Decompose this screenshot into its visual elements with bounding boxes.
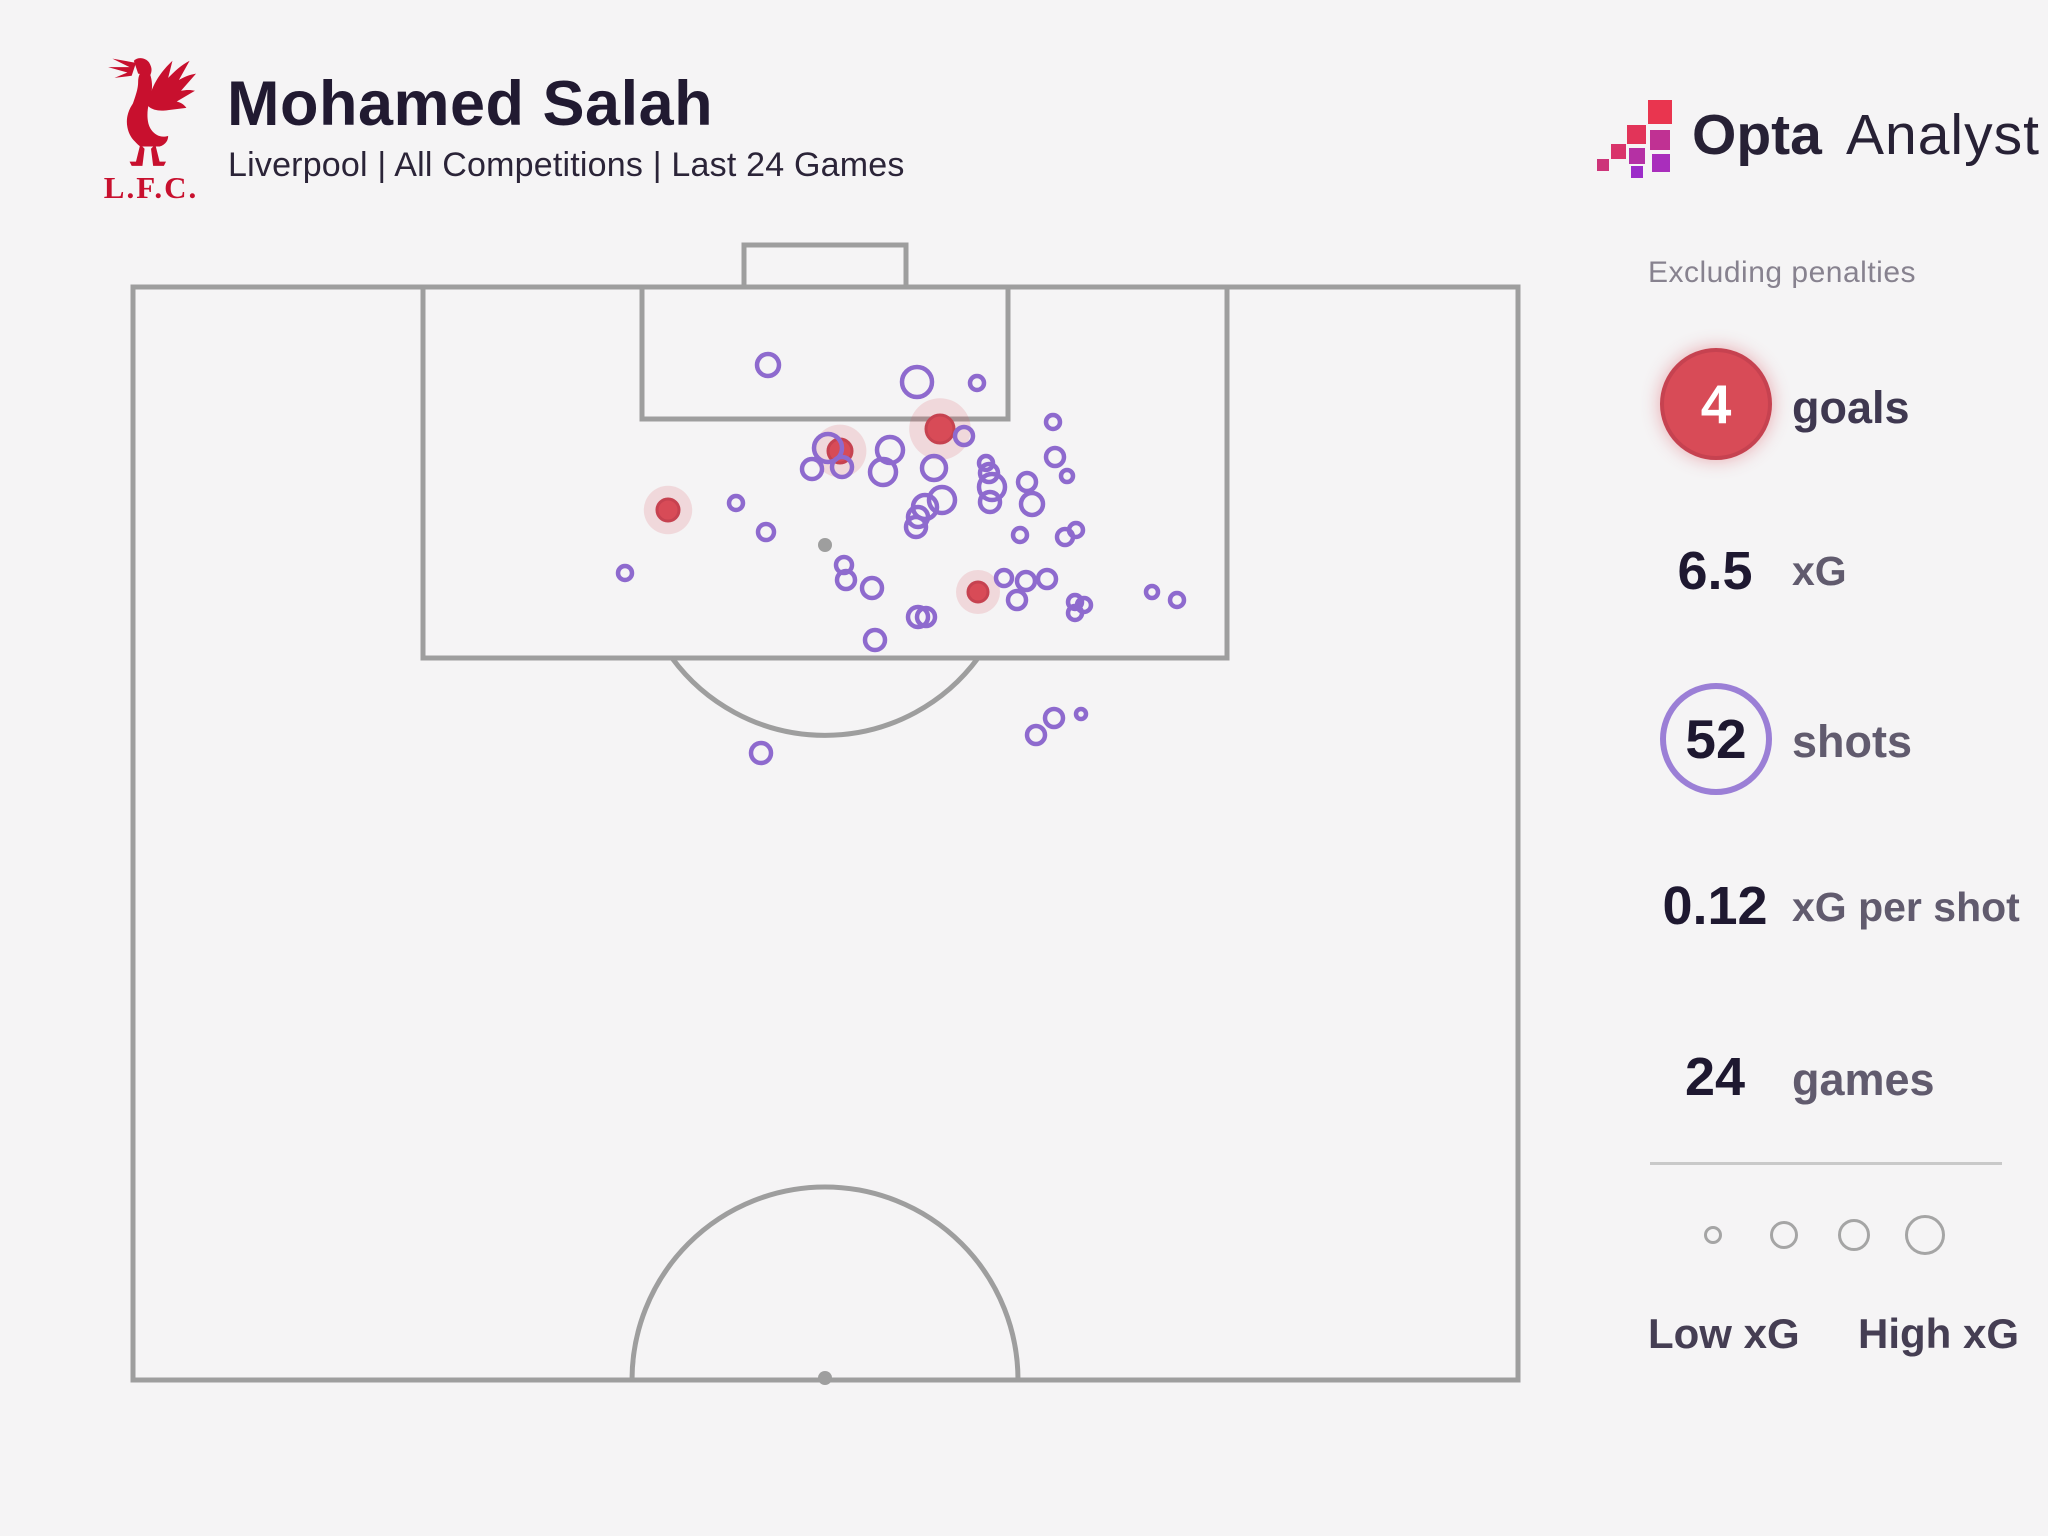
legend-size-circle-2 xyxy=(1770,1221,1798,1249)
shot-marker xyxy=(1143,583,1161,601)
legend-size-circle-4 xyxy=(1905,1215,1945,1255)
legend-high-xg-label: High xG xyxy=(1858,1310,2020,1357)
legend-low-xg-label: Low xG xyxy=(1648,1310,1800,1357)
shots-badge: 52 xyxy=(1660,683,1772,795)
liver-bird-icon xyxy=(108,58,197,166)
shot-marker xyxy=(914,605,938,629)
shot-marker xyxy=(1058,467,1076,485)
opta-analyst-logo: Opta Analyst xyxy=(1592,94,2039,178)
centre-circle xyxy=(629,1184,1021,1381)
goal-marker xyxy=(655,497,681,523)
shot-marker xyxy=(799,456,825,482)
shot-marker xyxy=(829,454,855,480)
shot-marker xyxy=(1065,603,1085,623)
page-subtitle: Liverpool | All Competitions | Last 24 G… xyxy=(228,146,905,184)
shot-marker xyxy=(903,514,929,540)
shot-marker xyxy=(952,424,976,448)
shot-marker xyxy=(1073,706,1089,722)
shot-marker xyxy=(1042,706,1066,730)
shot-marker xyxy=(1043,412,1063,432)
goal-frame xyxy=(741,242,909,287)
shot-marker xyxy=(1035,567,1059,591)
shot-marker xyxy=(834,568,858,592)
penalty-arc xyxy=(669,656,981,738)
xg-per-shot-label: xG per shot xyxy=(1792,884,2020,930)
shot-marker xyxy=(1005,588,1029,612)
page-title: Mohamed Salah xyxy=(227,69,714,139)
shot-marker xyxy=(859,575,885,601)
shot-marker xyxy=(748,740,774,766)
shot-marker xyxy=(1065,592,1085,612)
six-yard-box xyxy=(639,287,1011,422)
opta-wordmark: Opta xyxy=(1692,103,1822,167)
goals-label: goals xyxy=(1792,382,1910,433)
shot-marker xyxy=(726,493,746,513)
xg-label: xG xyxy=(1792,548,1847,594)
shot-marker xyxy=(1015,470,1039,494)
goals-value: 4 xyxy=(1700,373,1732,435)
penalty-spot xyxy=(818,538,832,552)
xg-per-shot-value: 0.12 xyxy=(1662,876,1768,936)
goals-badge: 4 xyxy=(1660,348,1772,460)
shot-marker xyxy=(905,604,931,630)
shot-marker xyxy=(1167,590,1187,610)
shot-marker xyxy=(754,351,782,379)
shot-marker xyxy=(899,364,935,400)
shot-marker xyxy=(1024,723,1048,747)
shot-marker xyxy=(862,627,888,653)
liverpool-crest: L.F.C. xyxy=(95,50,207,208)
shot-marker xyxy=(811,431,845,465)
legend-size-circle-1 xyxy=(1704,1226,1722,1244)
shot-marker xyxy=(755,521,777,543)
shot-marker xyxy=(1010,525,1030,545)
shot-marker xyxy=(1018,490,1046,518)
club-initials: L.F.C. xyxy=(103,170,199,205)
shot-marker xyxy=(1066,520,1086,540)
shot-marker xyxy=(977,489,1003,515)
sidebar-divider xyxy=(1650,1162,2002,1165)
shot-marker xyxy=(905,504,931,530)
shot-marker xyxy=(1043,445,1067,469)
games-label: games xyxy=(1792,1054,1935,1105)
penalty-area xyxy=(420,287,1230,661)
legend-size-circle-3 xyxy=(1838,1219,1870,1251)
shot-marker xyxy=(867,456,899,488)
excluding-penalties-note: Excluding penalties xyxy=(1648,256,1917,289)
goal-marker xyxy=(924,413,956,445)
shots-value: 52 xyxy=(1685,708,1747,770)
shots-label: shots xyxy=(1792,716,1913,767)
analyst-wordmark: Analyst xyxy=(1846,103,2040,167)
shot-marker xyxy=(919,453,949,483)
shot-marker xyxy=(926,484,958,516)
shot-markers-layer xyxy=(615,351,1187,766)
shot-marker xyxy=(1014,569,1038,593)
shot-marker xyxy=(967,373,987,393)
centre-spot xyxy=(818,1371,832,1385)
xg-value: 6.5 xyxy=(1677,541,1753,601)
games-value: 24 xyxy=(1684,1047,1746,1107)
goal-marker xyxy=(966,580,990,604)
shot-marker xyxy=(976,471,1008,503)
shot-marker xyxy=(615,563,635,583)
shot-marker xyxy=(993,567,1015,589)
